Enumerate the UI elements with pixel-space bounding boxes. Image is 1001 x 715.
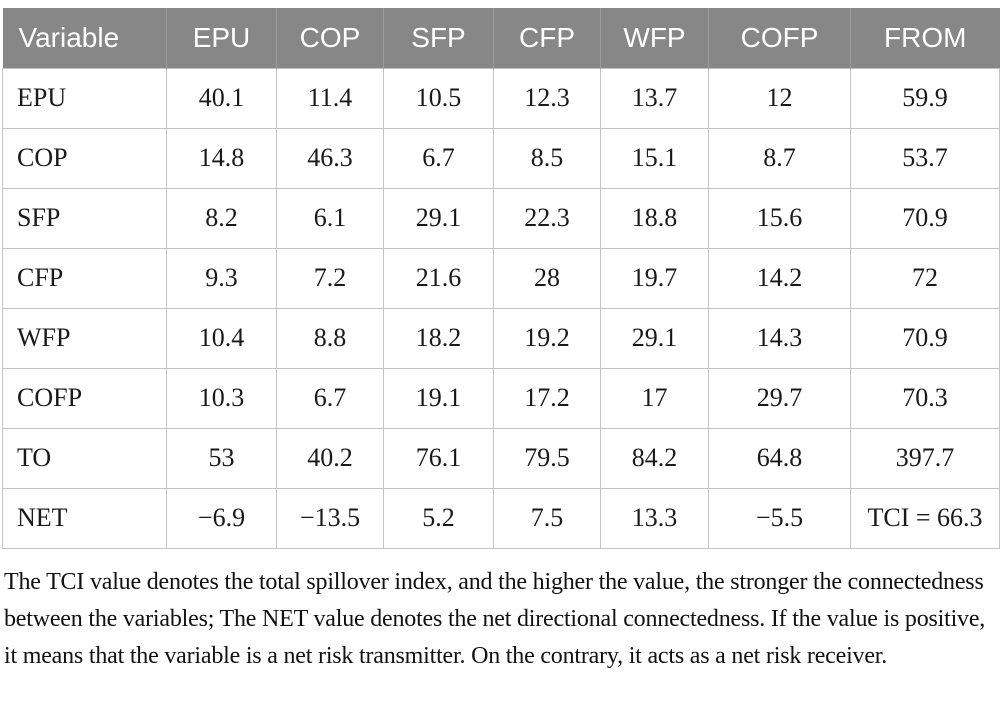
value-cell: 6.7 [383, 127, 494, 189]
value-cell: −5.5 [708, 487, 851, 549]
value-cell: TCI = 66.3 [850, 487, 1000, 549]
table-row: COFP 10.3 6.7 19.1 17.2 17 29.7 70.3 [2, 367, 1000, 429]
row-label-cell: NET [2, 487, 167, 549]
header-cell-cfp: CFP [493, 8, 601, 68]
value-cell: 19.7 [600, 247, 709, 309]
value-cell: 79.5 [493, 427, 601, 489]
value-cell: 19.1 [383, 367, 494, 429]
spillover-table: Variable EPU COP SFP CFP WFP COFP FROM EPU 40.1 1… [2, 8, 1000, 549]
table-row: NET −6.9 −13.5 5.2 7.5 13.3 −5.5 TCI = 66.3 [2, 487, 1000, 549]
value-cell: 10.4 [166, 307, 277, 369]
row-label-cell: COP [2, 127, 167, 189]
value-cell: 6.7 [276, 367, 384, 429]
value-cell: −6.9 [166, 487, 277, 549]
row-label-cell: WFP [2, 307, 167, 369]
value-cell: 7.5 [493, 487, 601, 549]
value-cell: 12 [708, 67, 851, 129]
value-cell: 10.5 [383, 67, 494, 129]
table-row: WFP 10.4 8.8 18.2 19.2 29.1 14.3 70.9 [2, 307, 1000, 369]
row-label-cell: TO [2, 427, 167, 489]
value-cell: 8.2 [166, 187, 277, 249]
header-cell-epu: EPU [166, 8, 277, 68]
header-cell-cofp: COFP [708, 8, 851, 68]
value-cell: 8.8 [276, 307, 384, 369]
header-row: Variable EPU COP SFP CFP WFP COFP FROM [2, 8, 1000, 68]
value-cell: 8.7 [708, 127, 851, 189]
value-cell: 17.2 [493, 367, 601, 429]
value-cell: 64.8 [708, 427, 851, 489]
value-cell: 29.1 [383, 187, 494, 249]
value-cell: 13.7 [600, 67, 709, 129]
header-cell-variable: Variable [2, 8, 167, 68]
value-cell: 53.7 [850, 127, 1000, 189]
table-footnote: The TCI value denotes the total spillove… [4, 568, 986, 669]
value-cell: 70.3 [850, 367, 1000, 429]
header-cell-cop: COP [276, 8, 384, 68]
table-row: SFP 8.2 6.1 29.1 22.3 18.8 15.6 70.9 [2, 187, 1000, 249]
header-cell-sfp: SFP [383, 8, 494, 68]
value-cell: 10.3 [166, 367, 277, 429]
value-cell: 70.9 [850, 307, 1000, 369]
value-cell: 40.2 [276, 427, 384, 489]
value-cell: 40.1 [166, 67, 277, 129]
table-row: TO 53 40.2 76.1 79.5 84.2 64.8 397.7 [2, 427, 1000, 489]
value-cell: 72 [850, 247, 1000, 309]
value-cell: 397.7 [850, 427, 1000, 489]
value-cell: 14.8 [166, 127, 277, 189]
value-cell: 19.2 [493, 307, 601, 369]
value-cell: 17 [600, 367, 709, 429]
value-cell: 29.1 [600, 307, 709, 369]
value-cell: 18.8 [600, 187, 709, 249]
value-cell: 7.2 [276, 247, 384, 309]
value-cell: 13.3 [600, 487, 709, 549]
value-cell: 28 [493, 247, 601, 309]
table-row: COP 14.8 46.3 6.7 8.5 15.1 8.7 53.7 [2, 127, 1000, 189]
value-cell: 84.2 [600, 427, 709, 489]
value-cell: 53 [166, 427, 277, 489]
value-cell: 22.3 [493, 187, 601, 249]
value-cell: 9.3 [166, 247, 277, 309]
value-cell: 15.1 [600, 127, 709, 189]
value-cell: 70.9 [850, 187, 1000, 249]
row-label-cell: CFP [2, 247, 167, 309]
value-cell: 14.3 [708, 307, 851, 369]
value-cell: 21.6 [383, 247, 494, 309]
value-cell: 15.6 [708, 187, 851, 249]
value-cell: −13.5 [276, 487, 384, 549]
value-cell: 14.2 [708, 247, 851, 309]
row-label-cell: SFP [2, 187, 167, 249]
table-row: EPU 40.1 11.4 10.5 12.3 13.7 12 59.9 [2, 67, 1000, 129]
value-cell: 29.7 [708, 367, 851, 429]
value-cell: 11.4 [276, 67, 384, 129]
value-cell: 59.9 [850, 67, 1000, 129]
value-cell: 12.3 [493, 67, 601, 129]
table-body: EPU 40.1 11.4 10.5 12.3 13.7 12 59.9 COP 14.8 46.3… [2, 67, 1000, 549]
value-cell: 18.2 [383, 307, 494, 369]
value-cell: 6.1 [276, 187, 384, 249]
value-cell: 46.3 [276, 127, 384, 189]
table-row: CFP 9.3 7.2 21.6 28 19.7 14.2 72 [2, 247, 1000, 309]
value-cell: 8.5 [493, 127, 601, 189]
value-cell: 76.1 [383, 427, 494, 489]
row-label-cell: EPU [2, 67, 167, 129]
header-cell-wfp: WFP [600, 8, 709, 68]
row-label-cell: COFP [2, 367, 167, 429]
value-cell: 5.2 [383, 487, 494, 549]
header-cell-from: FROM [850, 8, 1000, 68]
